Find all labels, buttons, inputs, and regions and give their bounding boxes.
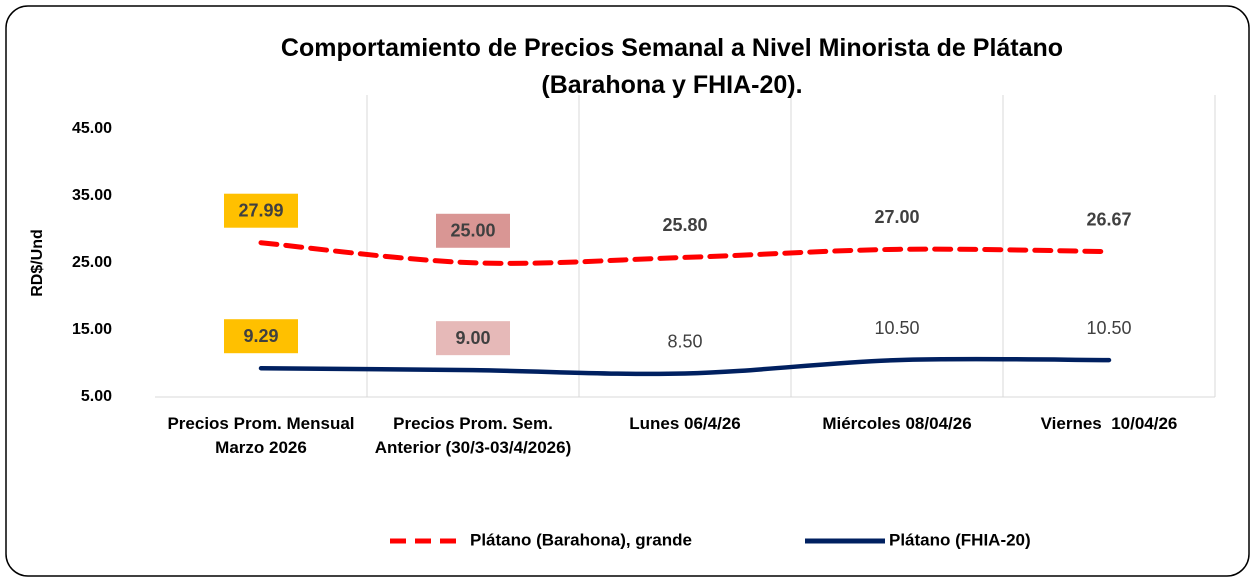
y-tick-label: 45.00 [72,120,112,137]
data-label: 8.50 [667,331,702,351]
legend-label: Plátano (FHIA-20) [889,530,1031,549]
data-label: 9.29 [243,326,278,346]
data-label: 27.99 [238,200,283,220]
data-label: 10.50 [874,318,919,338]
y-tick-label: 25.00 [72,254,112,271]
data-label-box [436,321,510,356]
chart-title: Comportamiento de Precios Semanal a Nive… [280,34,1064,99]
x-tick-label: Viernes 10/04/26 [1040,414,1178,433]
data-label: 26.67 [1086,209,1131,229]
data-label-box [224,193,298,228]
series-line [258,356,1112,377]
x-tick-label: Precios Prom. Mensual Marzo 2026 [167,414,360,457]
x-tick-label: Miércoles 08/04/26 [822,414,972,433]
data-label: 25.00 [450,221,495,241]
x-tick-label: Precios Prom. Sem. Anterior (30/3-03/4/2… [374,414,572,457]
y-tick-label: 15.00 [72,321,112,338]
data-label: 10.50 [1086,318,1131,338]
data-label: 9.00 [455,328,490,348]
x-tick-label: Lunes 06/4/26 [629,414,741,433]
data-label: 27.00 [874,207,919,227]
y-tick-label: 35.00 [72,187,112,204]
data-label-box [224,319,298,354]
legend-label: Plátano (Barahona), grande [470,530,692,549]
series-line [258,240,1112,266]
y-tick-label: 5.00 [81,388,112,405]
chart-border [5,5,1250,577]
data-label-box [436,213,510,248]
y-axis-title: RD$/Und [29,229,46,297]
data-label: 25.80 [662,215,707,235]
